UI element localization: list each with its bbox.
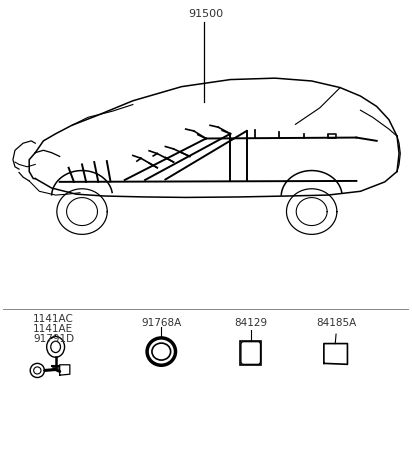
Text: 91500: 91500 (188, 9, 224, 19)
Text: 84185A: 84185A (316, 317, 356, 327)
Text: 1141AE: 1141AE (33, 323, 73, 333)
Text: 91768A: 91768A (141, 317, 181, 327)
Text: 84129: 84129 (234, 317, 267, 327)
Text: 91791D: 91791D (33, 334, 75, 344)
Text: 1141AC: 1141AC (33, 313, 74, 323)
Bar (240, 341, 261, 366)
